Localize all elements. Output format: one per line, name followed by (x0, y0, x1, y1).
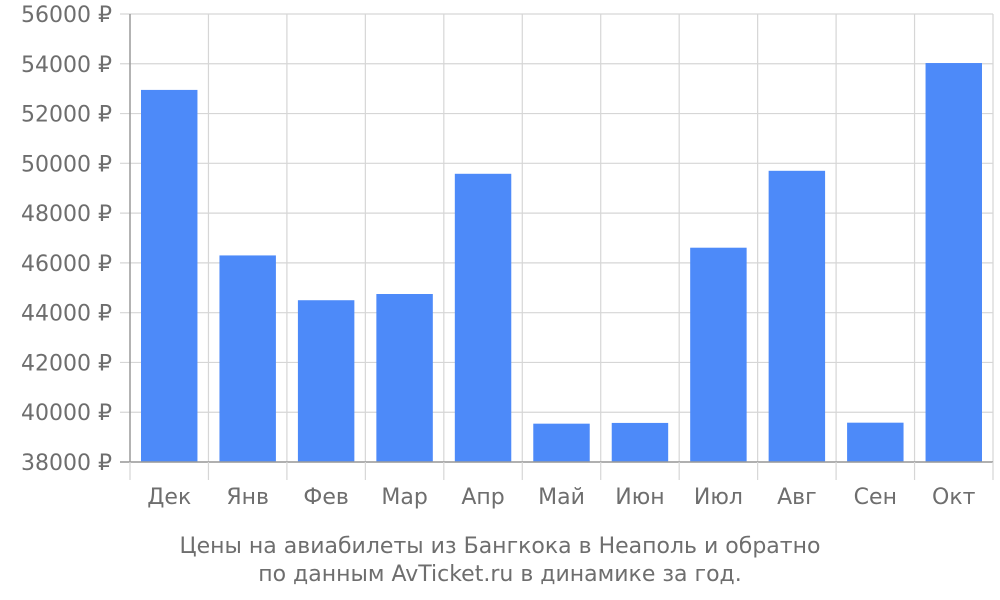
bar-Янв (219, 255, 276, 462)
x-tick-label: Мар (381, 485, 427, 510)
y-tick-label: 52000 ₽ (21, 103, 112, 128)
y-tick-label: 50000 ₽ (21, 152, 112, 177)
y-tick-label: 54000 ₽ (21, 53, 112, 78)
bar-Апр (454, 173, 512, 462)
chart-caption-line-1: Цены на авиабилеты из Бангкока в Неаполь… (179, 534, 821, 559)
bar-Июл (690, 247, 747, 462)
bars (141, 63, 982, 463)
y-tick-label: 42000 ₽ (21, 351, 112, 376)
y-tick-label: 48000 ₽ (21, 202, 112, 227)
x-tick-label: Авг (777, 485, 817, 510)
tick-labels: 38000 ₽ 40000 ₽ 42000 ₽ 44000 ₽ 46000 ₽ 48000… (21, 3, 976, 510)
x-tick-label: Сен (854, 485, 897, 510)
y-tick-label: 44000 ₽ (21, 302, 112, 327)
y-tick-label: 46000 ₽ (21, 252, 112, 277)
bar-Май (533, 423, 590, 462)
bar-Дек (141, 89, 198, 463)
x-tick-label: Май (538, 485, 585, 510)
x-tick-label: Фев (303, 485, 348, 510)
x-tick-label: Июл (694, 485, 743, 510)
bar-Мар (376, 294, 433, 462)
bar-Авг (768, 170, 826, 463)
bar-Окт (925, 63, 982, 462)
x-tick-label: Апр (461, 485, 504, 510)
bar-Сен (847, 422, 904, 462)
x-tick-label: Янв (226, 485, 269, 510)
axes (120, 14, 994, 480)
x-tick-label: Июн (615, 485, 664, 510)
y-tick-label: 40000 ₽ (21, 401, 112, 426)
bar-Июн (611, 422, 669, 462)
x-tick-label: Окт (932, 485, 976, 510)
y-tick-label: 38000 ₽ (21, 451, 112, 476)
y-tick-label: 56000 ₽ (21, 3, 112, 28)
grid-lines (120, 13, 994, 463)
bar-Фев (297, 300, 355, 462)
x-tick-label: Дек (147, 485, 191, 510)
chart-caption-line-2: по данным AvTicket.ru в динамике за год. (258, 562, 742, 587)
